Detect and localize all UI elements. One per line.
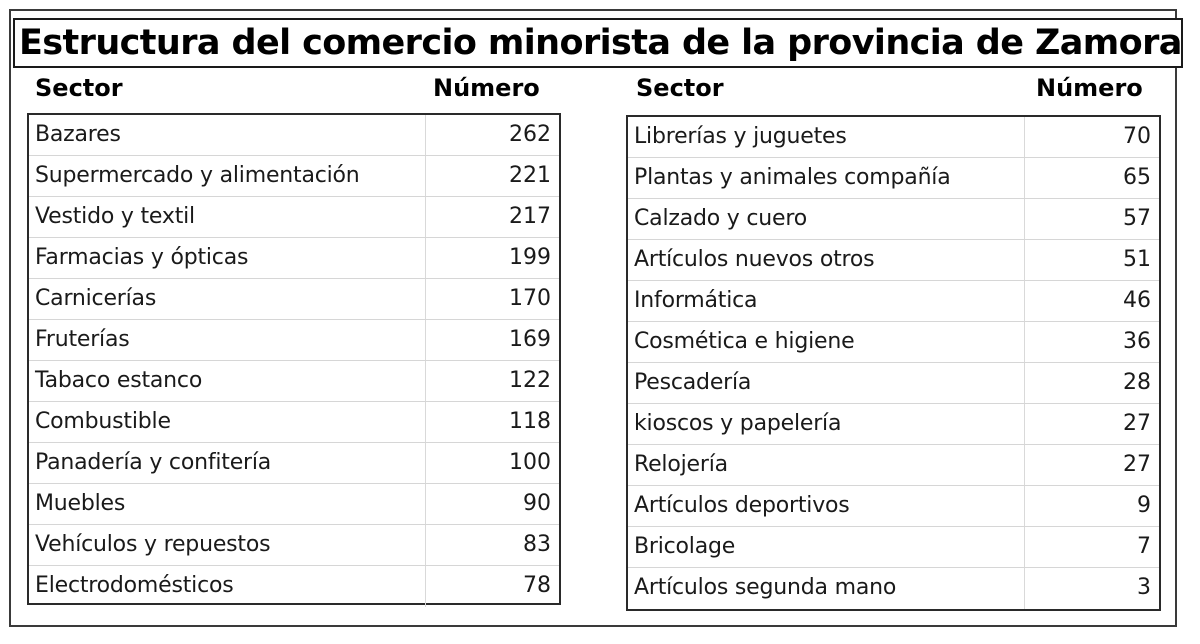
sector-cell: Muebles: [29, 484, 426, 524]
numero-cell: 46: [1123, 288, 1151, 313]
table-row: Cosmética e higiene 36: [628, 322, 1159, 363]
sector-cell: Plantas y animales compañía: [628, 158, 1025, 198]
sector-cell: Electrodomésticos: [29, 566, 426, 607]
table-row: Informática 46: [628, 281, 1159, 322]
numero-cell: 3: [1137, 575, 1151, 600]
table-row: Combustible 118: [29, 402, 559, 443]
numero-cell: 221: [509, 163, 551, 188]
right-table: Librerías y juguetes 70 Plantas y animale…: [626, 115, 1161, 611]
page-title: Estructura del comercio minorista de la …: [13, 18, 1183, 68]
sector-cell: Informática: [628, 281, 1025, 321]
table-row: Supermercado y alimentación 221: [29, 156, 559, 197]
table-row: Artículos deportivos 9: [628, 486, 1159, 527]
numero-cell: 169: [509, 327, 551, 352]
numero-cell: 7: [1137, 534, 1151, 559]
sector-cell: Artículos deportivos: [628, 486, 1025, 526]
numero-cell: 51: [1123, 247, 1151, 272]
sector-cell: Librerías y juguetes: [628, 117, 1025, 157]
table-row: Vestido y textil 217: [29, 197, 559, 238]
table-row: Plantas y animales compañía 65: [628, 158, 1159, 199]
numero-cell: 262: [509, 122, 551, 147]
sector-cell: Vehículos y repuestos: [29, 525, 426, 565]
document-frame: [9, 9, 1177, 627]
table-row: Vehículos y repuestos 83: [29, 525, 559, 566]
numero-cell: 28: [1123, 370, 1151, 395]
table-row: Panadería y confitería 100: [29, 443, 559, 484]
numero-cell: 90: [523, 491, 551, 516]
table-row: kioscos y papelería 27: [628, 404, 1159, 445]
numero-cell: 27: [1123, 411, 1151, 436]
left-header-numero: Número: [433, 74, 540, 102]
table-row: Relojería 27: [628, 445, 1159, 486]
table-row: Muebles 90: [29, 484, 559, 525]
sector-cell: Bricolage: [628, 527, 1025, 567]
table-row: Calzado y cuero 57: [628, 199, 1159, 240]
numero-cell: 83: [523, 532, 551, 557]
sector-cell: Bazares: [29, 115, 426, 155]
right-header-sector: Sector: [636, 74, 724, 102]
numero-cell: 118: [509, 409, 551, 434]
table-row: Carnicerías 170: [29, 279, 559, 320]
table-row: Farmacias y ópticas 199: [29, 238, 559, 279]
sector-cell: Combustible: [29, 402, 426, 442]
right-header-numero: Número: [1036, 74, 1143, 102]
sector-cell: Calzado y cuero: [628, 199, 1025, 239]
numero-cell: 9: [1137, 493, 1151, 518]
sector-cell: Vestido y textil: [29, 197, 426, 237]
table-row: Artículos nuevos otros 51: [628, 240, 1159, 281]
numero-cell: 217: [509, 204, 551, 229]
sector-cell: Pescadería: [628, 363, 1025, 403]
sector-cell: Relojería: [628, 445, 1025, 485]
left-header-sector: Sector: [35, 74, 123, 102]
numero-cell: 100: [509, 450, 551, 475]
table-row: Fruterías 169: [29, 320, 559, 361]
table-row: Pescadería 28: [628, 363, 1159, 404]
numero-cell: 36: [1123, 329, 1151, 354]
sector-cell: kioscos y papelería: [628, 404, 1025, 444]
sector-cell: Farmacias y ópticas: [29, 238, 426, 278]
numero-cell: 78: [523, 573, 551, 598]
numero-cell: 27: [1123, 452, 1151, 477]
numero-cell: 65: [1123, 165, 1151, 190]
sector-cell: Carnicerías: [29, 279, 426, 319]
sector-cell: Tabaco estanco: [29, 361, 426, 401]
table-row: Librerías y juguetes 70: [628, 117, 1159, 158]
table-row: Bricolage 7: [628, 527, 1159, 568]
numero-cell: 57: [1123, 206, 1151, 231]
numero-cell: 170: [509, 286, 551, 311]
sector-cell: Artículos segunda mano: [628, 568, 1025, 609]
numero-cell: 70: [1123, 124, 1151, 149]
table-row: Artículos segunda mano 3: [628, 568, 1159, 609]
numero-cell: 122: [509, 368, 551, 393]
table-row: Electrodomésticos 78: [29, 566, 559, 607]
sector-cell: Cosmética e higiene: [628, 322, 1025, 362]
sector-cell: Fruterías: [29, 320, 426, 360]
left-table: Bazares 262 Supermercado y alimentación 22…: [27, 113, 561, 607]
numero-cell: 199: [509, 245, 551, 270]
sector-cell: Artículos nuevos otros: [628, 240, 1025, 280]
sector-cell: Supermercado y alimentación: [29, 156, 426, 196]
table-row: Bazares 262: [29, 115, 559, 156]
table-row: Tabaco estanco 122: [29, 361, 559, 402]
sector-cell: Panadería y confitería: [29, 443, 426, 483]
